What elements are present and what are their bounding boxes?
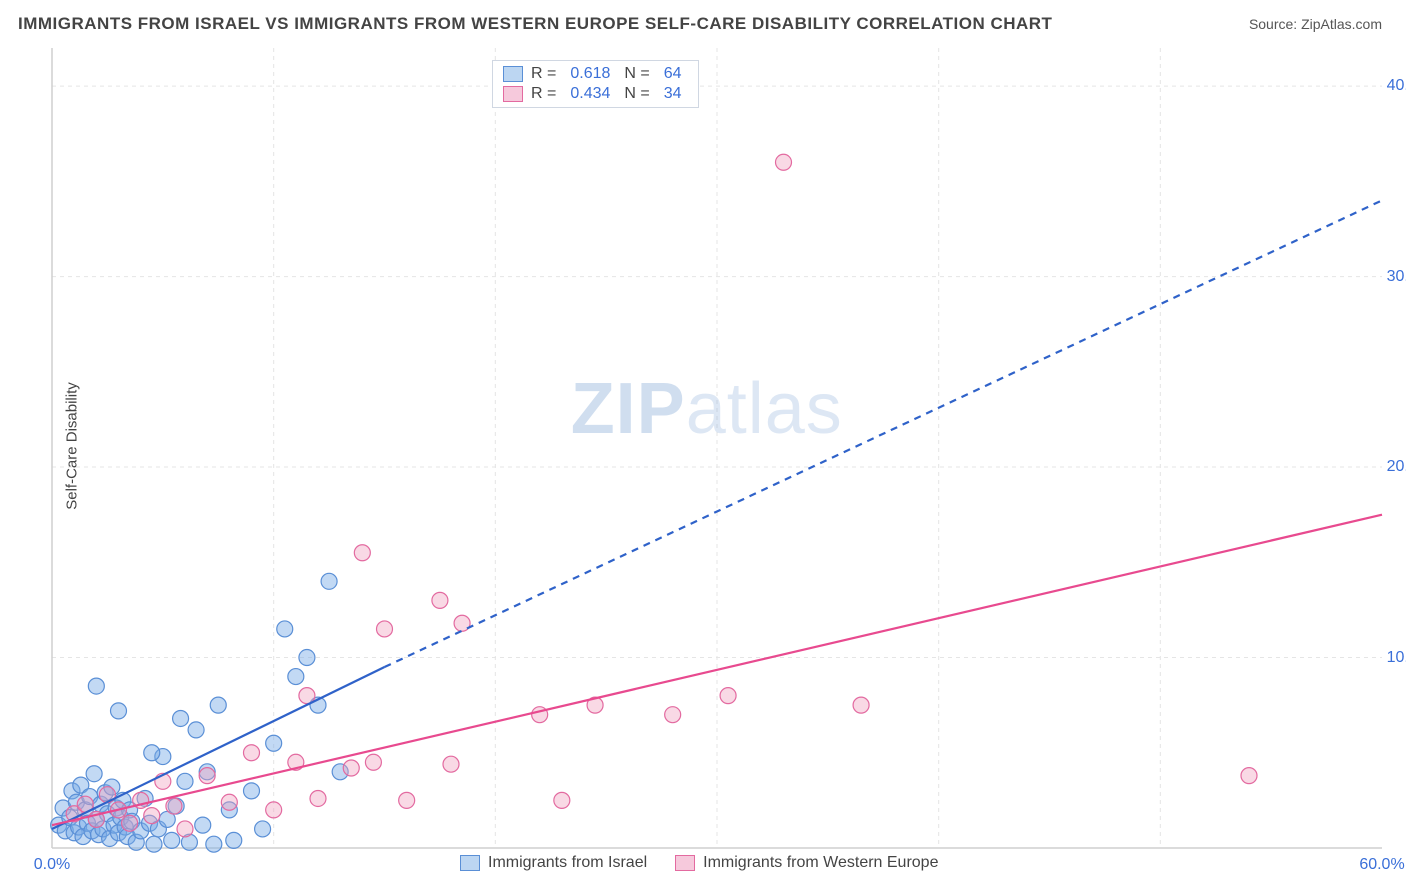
y-tick-label: 10.0% [1387, 649, 1406, 667]
stats-legend-row: R =0.618N =64 [503, 65, 688, 83]
stats-legend: R =0.618N =64 R =0.434N =34 [492, 60, 699, 108]
y-tick-label: 30.0% [1387, 268, 1406, 286]
legend-item: Immigrants from Israel [460, 854, 647, 872]
chart-title: IMMIGRANTS FROM ISRAEL VS IMMIGRANTS FRO… [18, 14, 1052, 34]
series-legend: Immigrants from Israel Immigrants from We… [460, 854, 938, 872]
x-tick-label: 0.0% [34, 856, 70, 874]
source-attribution: Source: ZipAtlas.com [1249, 16, 1382, 32]
y-tick-label: 20.0% [1387, 458, 1406, 476]
stats-legend-row: R =0.434N =34 [503, 85, 688, 103]
scatter-chart: ZIPatlas R =0.618N =64R =0.434N =34 Immi… [52, 48, 1382, 848]
y-tick-label: 40.0% [1387, 77, 1406, 95]
x-tick-label: 60.0% [1359, 856, 1404, 874]
legend-item: Immigrants from Western Europe [675, 854, 938, 872]
chart-canvas [52, 48, 1382, 848]
